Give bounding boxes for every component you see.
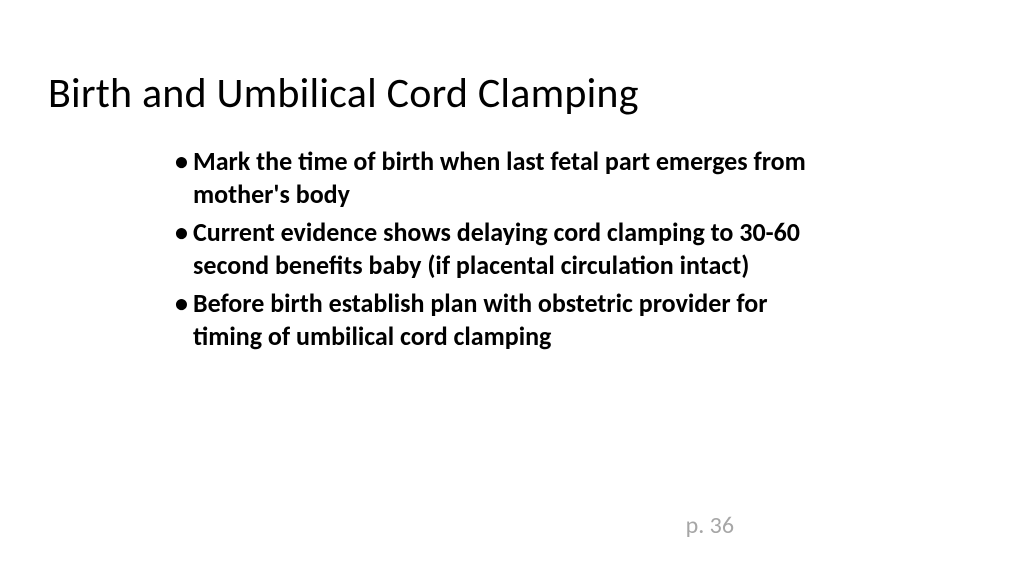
page-number: p. 36 — [686, 511, 734, 540]
slide: Birth and Umbilical Cord Clamping Mark t… — [0, 0, 1024, 576]
bullet-list: Mark the time of birth when last fetal p… — [175, 145, 815, 358]
list-item: Mark the time of birth when last fetal p… — [175, 145, 815, 210]
list-item: Before birth establish plan with obstetr… — [175, 287, 815, 352]
slide-title: Birth and Umbilical Cord Clamping — [48, 68, 639, 119]
list-item: Current evidence shows delaying cord cla… — [175, 216, 815, 281]
